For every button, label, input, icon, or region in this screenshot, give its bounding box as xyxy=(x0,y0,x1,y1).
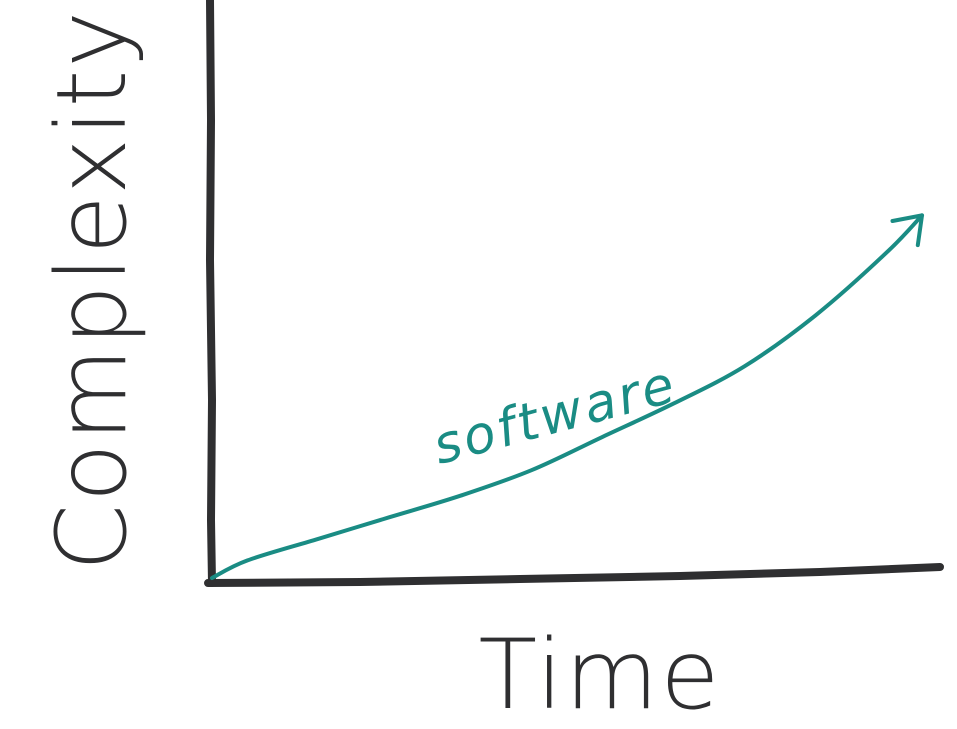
y-axis-line xyxy=(206,0,216,587)
x-axis-label: Time xyxy=(479,619,722,729)
series-arrowhead-software xyxy=(890,213,924,248)
y-axis-label: Complexity xyxy=(36,9,148,571)
x-axis-line xyxy=(204,563,944,587)
series-line-software xyxy=(210,213,924,580)
series-group: software xyxy=(210,213,924,580)
